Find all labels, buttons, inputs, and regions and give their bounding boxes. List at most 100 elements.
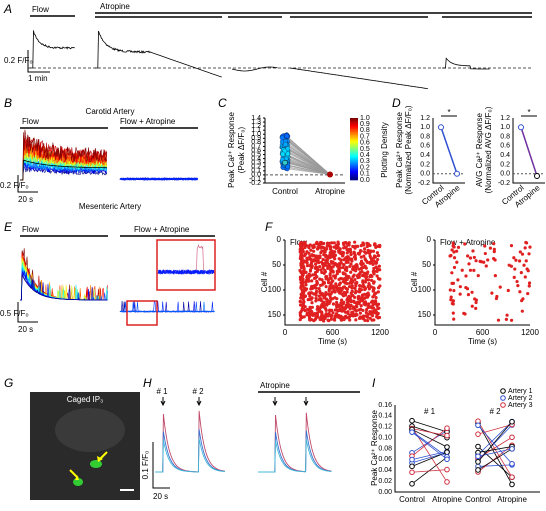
y-tick-label: 0.00 — [378, 489, 392, 496]
pair-line — [477, 446, 513, 453]
spike — [357, 275, 361, 279]
spike — [340, 250, 344, 254]
scale-y: 0.2 F/F₀ — [4, 56, 33, 65]
spike — [319, 268, 323, 272]
y-tick-label: 0.9 — [251, 135, 261, 142]
spike — [362, 273, 367, 277]
spike — [369, 249, 373, 253]
pair-line — [284, 140, 331, 175]
spike — [308, 294, 312, 298]
spike — [494, 296, 499, 301]
flow-atropine-label: Flow + Atropine — [134, 225, 190, 234]
pair-line — [477, 421, 513, 456]
y-tick-label: 0.06 — [378, 456, 392, 463]
panel-label: B — [4, 96, 12, 110]
spike — [471, 249, 475, 253]
colorbar-tick: 0.9 — [360, 121, 370, 128]
spike — [309, 287, 313, 291]
spike — [366, 304, 370, 309]
scale-y: 0.2 F/F₀ — [0, 181, 29, 190]
panel-label: H — [143, 376, 152, 390]
colorbar-tick: 1.0 — [360, 115, 370, 122]
spike — [353, 246, 357, 250]
spike — [320, 245, 324, 249]
spike — [360, 299, 365, 303]
spike — [314, 262, 318, 266]
spike — [350, 286, 354, 290]
spike — [372, 300, 376, 304]
dot — [475, 459, 481, 465]
spike — [452, 265, 457, 270]
y-tick-label: 1.3 — [251, 119, 261, 126]
spike — [353, 240, 357, 244]
spike — [333, 250, 337, 254]
y-tick-label: 0.6 — [251, 147, 261, 154]
spike — [329, 317, 333, 321]
spike — [310, 260, 314, 264]
spike — [320, 310, 324, 315]
spike — [528, 245, 532, 249]
pair-line — [284, 149, 331, 175]
colorbar — [350, 150, 358, 153]
plot: Peak Ca²⁺ Response (Normalized Peak ΔF/F₀… — [395, 105, 545, 209]
spike — [372, 318, 376, 322]
spike — [305, 275, 309, 279]
spike — [337, 303, 341, 307]
pair-line — [411, 428, 448, 436]
spike — [357, 272, 361, 277]
colorbar — [350, 175, 358, 178]
dot — [475, 431, 481, 437]
pair-line — [284, 135, 331, 175]
colorbar — [350, 131, 358, 134]
y-tick-label: -0.1 — [249, 176, 261, 183]
spike — [523, 275, 527, 279]
y-tick-label: 0.0 — [251, 172, 261, 179]
spike — [312, 284, 316, 289]
spike — [357, 294, 361, 299]
colorbar — [350, 149, 358, 151]
spike — [351, 280, 355, 284]
spike — [307, 297, 312, 302]
y-label: (Normalized Peak ΔF/F₀) — [404, 105, 413, 194]
spike — [365, 259, 369, 263]
spike — [340, 303, 344, 307]
panel-label: I — [372, 376, 376, 390]
spike — [365, 241, 369, 245]
y-tick-label: 0 — [427, 235, 432, 244]
spike — [353, 286, 357, 290]
colorbar-tick: 0.4 — [360, 152, 370, 159]
scale-x: 1 min — [28, 74, 48, 83]
spike — [324, 312, 329, 317]
dot — [444, 444, 450, 450]
spike — [346, 255, 350, 259]
spike — [484, 264, 488, 268]
spike — [346, 311, 350, 316]
spike — [342, 242, 346, 247]
spike — [378, 268, 382, 272]
spike — [340, 277, 344, 281]
y-tick-label: 50 — [272, 260, 281, 269]
scale-x: 20 s — [18, 325, 33, 334]
dot — [509, 460, 515, 467]
x-label: Time (s) — [318, 337, 347, 346]
spike — [346, 248, 350, 252]
colorbar — [350, 136, 358, 139]
spike — [323, 270, 327, 274]
spike — [498, 285, 502, 289]
spike — [468, 268, 473, 272]
spike — [356, 244, 360, 249]
spike — [338, 266, 343, 270]
dot — [409, 469, 415, 476]
dot — [279, 135, 285, 141]
spike — [455, 260, 459, 264]
pair-line — [477, 422, 513, 485]
spike — [307, 291, 312, 295]
dot — [475, 467, 481, 473]
spike — [493, 258, 497, 262]
spike — [448, 288, 452, 292]
y-tick-label: 0.04 — [378, 467, 392, 474]
spike — [345, 251, 349, 255]
dot — [444, 466, 450, 473]
y-tick-label: 0.10 — [378, 434, 392, 441]
spike — [300, 256, 304, 260]
